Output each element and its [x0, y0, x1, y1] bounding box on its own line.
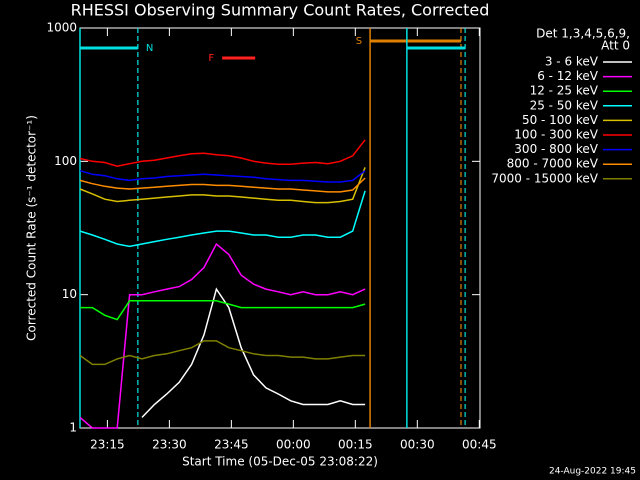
chart-title: RHESSI Observing Summary Count Rates, Co…: [71, 1, 490, 20]
y-tick-label: 10: [62, 287, 77, 301]
series-line: [79, 167, 366, 204]
legend-label: 6 - 12 keV: [537, 69, 599, 83]
series-line: [79, 242, 366, 429]
x-axis-label: Start Time (05-Dec-05 23:08:22): [182, 455, 378, 469]
legend-label: 7000 - 15000 keV: [491, 171, 598, 185]
legend-label: 50 - 100 keV: [522, 113, 599, 127]
legend-label: 100 - 300 keV: [514, 128, 598, 142]
x-tick-label: 23:45: [214, 438, 249, 452]
footer: 24-Aug-2022 19:45: [549, 467, 636, 477]
y-tick-label: 1000: [46, 21, 77, 35]
legend-label: 12 - 25 keV: [530, 84, 599, 98]
legend-label: 25 - 50 keV: [530, 98, 599, 112]
x-tick-label: 00:30: [400, 438, 435, 452]
x-tick-label: 00:45: [462, 438, 497, 452]
series-line: [80, 300, 366, 321]
y-tick-label: 1: [69, 421, 77, 435]
y-axis-label: Corrected Count Rate (s⁻¹ detector⁻¹): [25, 115, 39, 341]
legend-label: 800 - 7000 keV: [507, 157, 599, 171]
interval-label: S: [356, 36, 362, 47]
x-tick-label: 00:00: [276, 438, 311, 452]
legend-label: 3 - 6 keV: [545, 55, 599, 69]
legend-title: Det 1,3,4,5,6,9,: [536, 27, 630, 41]
x-tick-label: 23:30: [152, 438, 187, 452]
y-tick-label: 100: [54, 154, 77, 168]
series-line: [79, 177, 366, 193]
x-tick-label: 23:15: [90, 438, 125, 452]
series-line: [141, 287, 366, 418]
legend-label: 300 - 800 keV: [514, 142, 598, 156]
series-line: [79, 169, 366, 183]
series-line: [79, 190, 366, 248]
series-line: [79, 139, 366, 167]
legend-title: Att 0: [601, 39, 630, 53]
interval-label: N: [146, 43, 153, 54]
series-line: [79, 340, 366, 366]
interval-label: F: [208, 53, 214, 64]
x-tick-label: 00:15: [338, 438, 373, 452]
